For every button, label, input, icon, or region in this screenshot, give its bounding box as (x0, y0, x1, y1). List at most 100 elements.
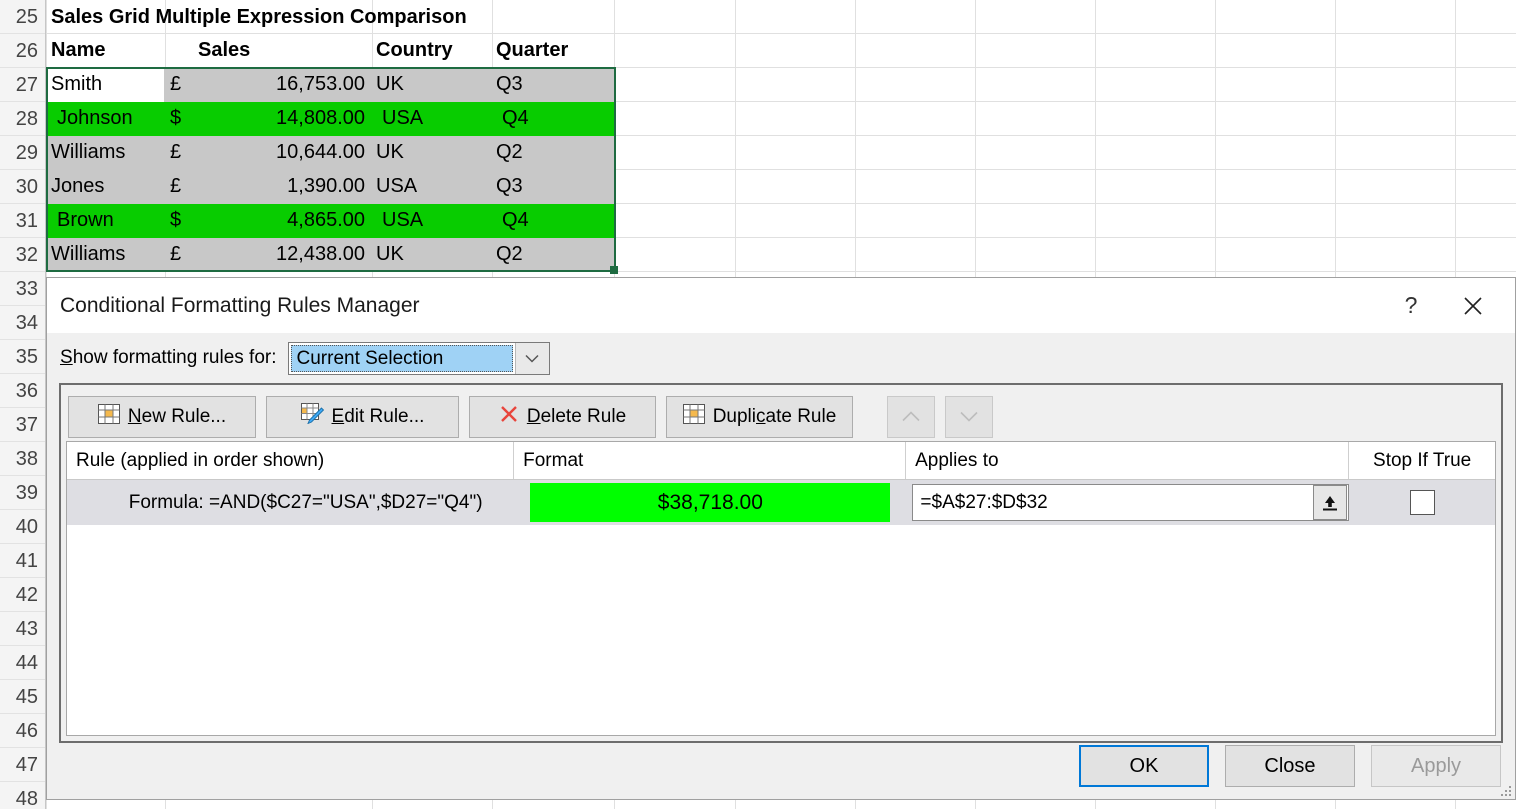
row-header-28[interactable]: 28 (0, 102, 45, 136)
cell-sales[interactable]: 12,438.00 (276, 243, 365, 265)
cell-quarter[interactable]: Q2 (496, 141, 523, 163)
cell-sales[interactable]: 10,644.00 (276, 141, 365, 163)
row-header-37[interactable]: 37 (0, 408, 45, 442)
row-header-27[interactable]: 27 (0, 68, 45, 102)
apply-button[interactable]: Apply (1371, 745, 1501, 787)
cell-country[interactable]: USA (382, 107, 424, 129)
new-rule-label: New Rule... (127, 405, 227, 427)
cell-currency[interactable]: £ (170, 243, 182, 265)
rules-panel: New Rule... Edit Rule... (59, 383, 1503, 743)
grid-line-horizontal (46, 135, 1516, 136)
cell-sales[interactable]: 4,865.00 (287, 209, 365, 231)
delete-rule-button[interactable]: Delete Rule (469, 395, 656, 438)
dialog-title-bar: Conditional Formatting Rules Manager ? (47, 278, 1515, 333)
row-header-32[interactable]: 32 (0, 238, 45, 272)
ok-button[interactable]: OK (1079, 745, 1209, 787)
rule-format-cell[interactable]: $38,718.00 (514, 483, 906, 522)
cell-name[interactable]: Brown (57, 209, 114, 231)
duplicate-rule-button[interactable]: Duplicate Rule (666, 395, 853, 438)
cell-quarter[interactable]: Q2 (496, 243, 523, 265)
move-rule-down-button[interactable] (945, 395, 993, 438)
cell-name[interactable]: Smith (46, 68, 164, 102)
row-header-34[interactable]: 34 (0, 306, 45, 340)
duplicate-rule-icon (682, 403, 705, 430)
cell-sales[interactable]: 16,753.00 (276, 73, 365, 95)
cell-country[interactable]: USA (376, 175, 418, 197)
row-header-39[interactable]: 39 (0, 476, 45, 510)
cell-name[interactable]: Williams (51, 243, 126, 265)
cell-name[interactable]: Johnson (57, 107, 133, 129)
table-row[interactable]: Smith £16,753.00 UK Q3 (46, 68, 616, 102)
cell-currency[interactable]: $ (170, 107, 182, 129)
cell-quarter[interactable]: Q3 (496, 175, 523, 197)
row-header-29[interactable]: 29 (0, 136, 45, 170)
row-header-26[interactable]: 26 (0, 34, 45, 68)
cell-name[interactable]: Jones (51, 175, 105, 197)
cell-currency[interactable]: $ (170, 209, 182, 231)
row-header-38[interactable]: 38 (0, 442, 45, 476)
table-row[interactable]: Williams £10,644.00 UK Q2 (46, 136, 616, 170)
cell-country[interactable]: UK (376, 141, 404, 163)
row-header-31[interactable]: 31 (0, 204, 45, 238)
row-header-48[interactable]: 48 (0, 782, 45, 809)
col-header-sales: Sales (198, 39, 251, 61)
row-header-43[interactable]: 43 (0, 612, 45, 646)
grid-line-horizontal (46, 169, 1516, 170)
row-header-46[interactable]: 46 (0, 714, 45, 748)
dialog-body: Show formatting rules for: Current Selec… (47, 333, 1515, 743)
table-row[interactable]: Johnson $14,808.00 USA Q4 (46, 102, 616, 136)
row-header-25[interactable]: 25 (0, 0, 45, 34)
scope-dropdown-value[interactable]: Current Selection (290, 344, 513, 372)
row-header-33[interactable]: 33 (0, 272, 45, 306)
row-header-41[interactable]: 41 (0, 544, 45, 578)
row-header-40[interactable]: 40 (0, 510, 45, 544)
cell-country[interactable]: UK (376, 243, 404, 265)
table-row[interactable]: Williams £12,438.00 UK Q2 (46, 238, 616, 272)
cell-country[interactable]: UK (376, 73, 404, 95)
table-row[interactable]: Jones £1,390.00 USA Q3 (46, 170, 616, 204)
scope-dropdown[interactable]: Current Selection (287, 341, 550, 375)
new-rule-icon (97, 403, 120, 430)
cell-quarter[interactable]: Q4 (502, 107, 529, 129)
format-preview[interactable]: $38,718.00 (530, 483, 891, 522)
table-row[interactable]: Brown $4,865.00 USA Q4 (46, 204, 616, 238)
edit-rule-button[interactable]: Edit Rule... (266, 395, 459, 438)
col-header-rule: Rule (applied in order shown) (67, 442, 515, 479)
close-icon[interactable] (1449, 278, 1497, 333)
stop-if-true-checkbox[interactable] (1409, 490, 1435, 515)
col-header-country: Country (376, 39, 453, 61)
row-header-47[interactable]: 47 (0, 748, 45, 782)
cell-sales[interactable]: 1,390.00 (287, 175, 365, 197)
cell-currency[interactable]: £ (170, 73, 182, 95)
row-header-35[interactable]: 35 (0, 340, 45, 374)
grid-title: Sales Grid Multiple Expression Compariso… (51, 5, 467, 28)
cell-name[interactable]: Williams (51, 141, 126, 163)
rule-applies-to-cell (906, 484, 1350, 521)
new-rule-button[interactable]: New Rule... (68, 395, 256, 438)
grid-line-horizontal (46, 271, 1516, 272)
cell-currency[interactable]: £ (170, 175, 182, 197)
cell-quarter[interactable]: Q4 (502, 209, 529, 231)
rule-row[interactable]: Formula: =AND($C27="USA",$D27="Q4") $38,… (67, 480, 1495, 525)
applies-to-field[interactable] (912, 484, 1350, 521)
row-header-30[interactable]: 30 (0, 170, 45, 204)
delete-rule-label: Delete Rule (526, 405, 627, 427)
cell-currency[interactable]: £ (170, 141, 182, 163)
row-header-42[interactable]: 42 (0, 578, 45, 612)
row-header-44[interactable]: 44 (0, 646, 45, 680)
move-rule-up-button[interactable] (887, 395, 935, 438)
row-header-gutter[interactable]: 25 26 27 28 29 30 31 32 33 34 35 36 37 38 39 40 41 42 43 44… (0, 0, 46, 809)
col-header-name: Name (51, 39, 106, 61)
help-icon[interactable]: ? (1387, 278, 1435, 333)
close-button[interactable]: Close (1225, 745, 1355, 787)
row-header-36[interactable]: 36 (0, 374, 45, 408)
range-select-icon[interactable] (1313, 485, 1348, 520)
cell-country[interactable]: USA (382, 209, 424, 231)
cell-quarter[interactable]: Q3 (496, 73, 523, 95)
applies-to-input[interactable] (913, 491, 1314, 514)
row-header-45[interactable]: 45 (0, 680, 45, 714)
chevron-down-icon[interactable] (514, 342, 549, 374)
col-header-sales-currency (164, 34, 198, 68)
cell-sales[interactable]: 14,808.00 (276, 107, 365, 129)
resize-grip[interactable] (1499, 784, 1511, 796)
